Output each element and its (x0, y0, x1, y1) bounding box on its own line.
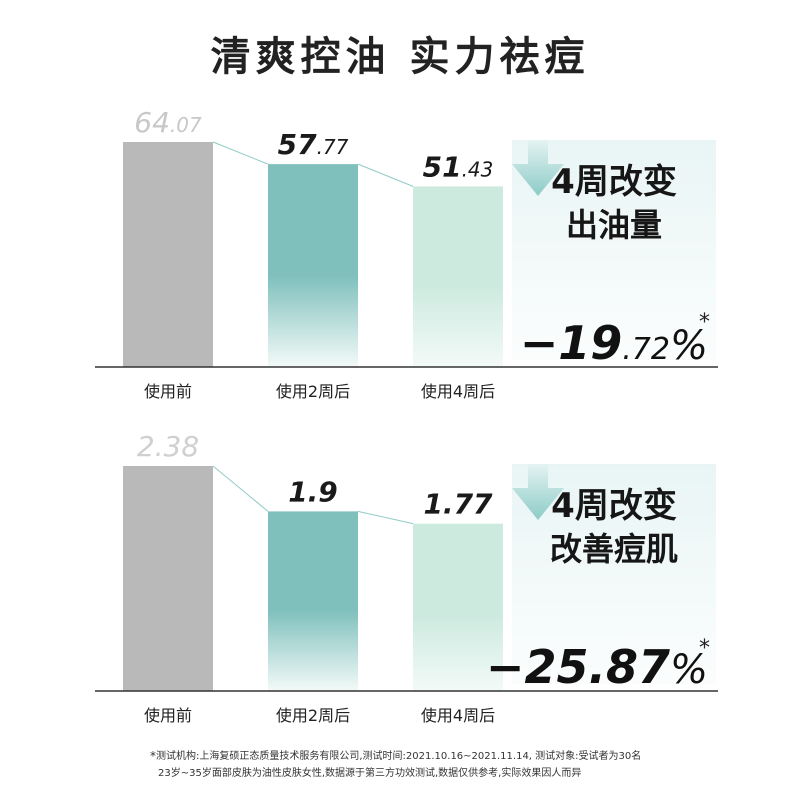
trend-line-2 (357, 510, 414, 525)
bar-3 (413, 186, 503, 367)
bar-2 (268, 164, 358, 367)
acne-change-box: 4周改变 改善痘肌 * −25.87% (486, 464, 716, 694)
oil-change-box: 4周改变 出油量 * −19.72% (512, 140, 716, 370)
page-title: 清爽控油 实力祛痘 (210, 34, 590, 80)
value-label-1: 64.07 (134, 106, 202, 139)
trend-line-1 (212, 141, 269, 165)
bar-2 (268, 511, 358, 691)
category-label-2: 使用2周后 (276, 706, 350, 725)
acne-change-asterisk: * (699, 636, 710, 661)
bar-1 (123, 466, 213, 691)
acne-change-title: 4周改变 (551, 486, 677, 526)
category-label-1: 使用前 (144, 706, 192, 725)
down-arrow-icon (512, 464, 564, 520)
test-footnote: *测试机构:上海复硕正态质量技术服务有限公司,测试时间:2021.10.16~2… (150, 748, 750, 782)
oil-change-value: −19.72% (519, 316, 708, 370)
value-label-1: 2.38 (137, 430, 199, 463)
oil-chart-panel: 64.07 使用前 57.77 使用2周后 51.43 使用4周后 4周改变 出油量 * … (0, 100, 800, 420)
bar-3 (413, 523, 503, 691)
acne-chart-panel: 2.38 使用前 1.9 使用2周后 1.77 使用4周后 4周改变 改善痘肌 * −25… (0, 424, 800, 744)
bar-1 (123, 142, 213, 367)
oil-change-title: 4周改变 (551, 162, 677, 202)
oil-bar-chart: 64.07 使用前 57.77 使用2周后 51.43 使用4周后 (95, 106, 718, 401)
category-label-3: 使用4周后 (421, 382, 495, 401)
trend-line-2 (357, 163, 414, 187)
footnote-line-1: 测试机构:上海复硕正态质量技术服务有限公司,测试时间:2021.10.16~20… (156, 751, 642, 762)
category-label-2: 使用2周后 (276, 382, 350, 401)
oil-change-subtitle: 出油量 (565, 206, 662, 244)
value-label-3: 51.43 (423, 150, 494, 183)
value-label-2: 1.9 (288, 475, 338, 508)
acne-change-value: −25.87% (485, 640, 708, 694)
oil-change-asterisk: * (699, 310, 710, 335)
value-label-2: 57.77 (278, 128, 349, 161)
value-label-3: 1.77 (423, 488, 493, 521)
category-label-3: 使用4周后 (421, 706, 495, 725)
acne-change-subtitle: 改善痘肌 (549, 530, 678, 568)
footnote-asterisk: * (150, 749, 156, 763)
trend-line-1 (212, 465, 269, 512)
down-arrow-icon (512, 140, 564, 196)
acne-bar-chart: 2.38 使用前 1.9 使用2周后 1.77 使用4周后 (95, 430, 718, 725)
footnote-line-2: 23岁~35岁面部皮肤为油性皮肤女性,数据源于第三方功效测试,数据仅供参考,实际… (158, 768, 582, 779)
category-label-1: 使用前 (144, 382, 192, 401)
